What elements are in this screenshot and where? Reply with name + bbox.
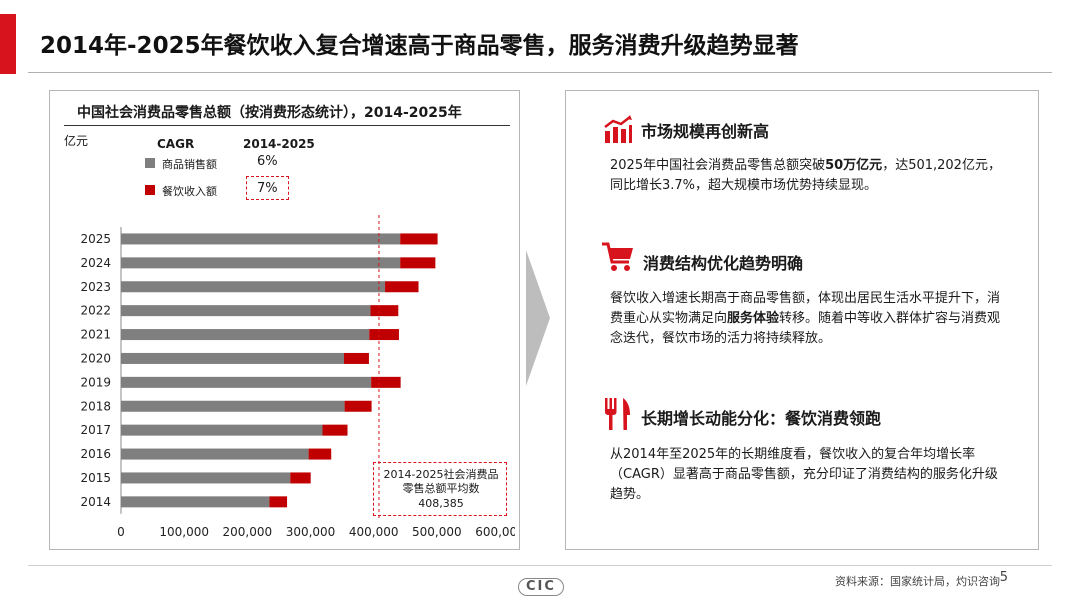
y-tick-label: 2021: [80, 328, 111, 342]
bar-catering: [400, 257, 436, 269]
section-body-consumption-structure: 餐饮收入增速长期高于商品零售额，体现出居民生活水平提升下，消费重心从实物满足向服…: [610, 291, 1001, 346]
title-divider: [28, 72, 1052, 73]
period-header: 2014-2025: [243, 137, 315, 151]
x-tick-label: 600,000: [475, 525, 515, 539]
bar-catering: [369, 329, 399, 341]
y-tick-label: 2016: [80, 447, 111, 461]
page-number: 5: [999, 570, 1008, 585]
shopping-cart-icon: [602, 242, 633, 271]
source-note: 资料来源：国家统计局，灼识咨询: [835, 575, 1000, 588]
section-title-market-scale: 市场规模再创新高: [641, 122, 770, 141]
y-tick-label: 2024: [80, 256, 111, 270]
section-title-consumption-structure: 消费结构优化趋势明确: [643, 254, 804, 273]
insights-panel: [565, 90, 1039, 550]
legend-swatch-goods: [145, 158, 155, 168]
bar-catering: [371, 376, 401, 388]
cagr-value-goods: 6%: [257, 154, 278, 169]
bar-goods: [121, 472, 291, 484]
bar-goods: [121, 257, 401, 269]
y-tick-label: 2019: [80, 375, 111, 389]
section-body-market-scale: 2025年中国社会消费品零售总额突破50万亿元，达501,202亿元，同比增长3…: [610, 158, 1001, 193]
page-title: 2014年-2025年餐饮收入复合增速高于商品零售，服务消费升级趋势显著: [40, 33, 799, 59]
y-tick-label: 2025: [80, 232, 111, 246]
bar-goods: [121, 448, 309, 460]
x-tick-label: 100,000: [159, 525, 209, 539]
bar-goods: [121, 305, 371, 317]
footer-divider: [28, 565, 1052, 566]
x-tick-label: 400,000: [349, 525, 399, 539]
section-body-long-term-growth: 从2014年至2025年的长期维度看，餐饮收入的复合年均增长率（CAGR）显著高…: [610, 447, 998, 502]
y-tick-label: 2018: [80, 399, 111, 413]
legend-label-goods: 商品销售额: [162, 158, 217, 171]
cagr-value-catering: 7%: [257, 181, 278, 196]
y-tick-label: 2017: [80, 423, 111, 437]
bar-catering: [344, 400, 372, 412]
bar-catering: [385, 281, 419, 293]
x-tick-label: 0: [117, 525, 125, 539]
title-accent-bar: [0, 14, 16, 74]
bar-goods: [121, 496, 270, 508]
cagr-header: CAGR: [157, 137, 195, 151]
bar-catering: [400, 233, 438, 245]
bar-catering: [370, 305, 399, 317]
y-tick-label: 2022: [80, 304, 111, 318]
chart-title-divider: [64, 125, 510, 126]
legend-swatch-catering: [145, 185, 155, 195]
y-tick-label: 2014: [80, 495, 111, 509]
section-title-long-term-growth: 长期增长动能分化：餐饮消费领跑: [641, 409, 882, 428]
bar-goods: [121, 376, 372, 388]
bar-catering: [290, 472, 311, 484]
average-annotation-value: 408,385: [418, 497, 464, 510]
x-tick-label: 200,000: [223, 525, 273, 539]
bar-catering: [322, 424, 348, 436]
bar-goods: [121, 400, 345, 412]
bar-catering: [308, 448, 332, 460]
rising-chart-icon: [604, 115, 632, 143]
bar-catering: [269, 496, 288, 508]
average-annotation-text: 2014-2025社会消费品零售总额平均数: [383, 468, 499, 495]
bar-catering: [343, 352, 369, 364]
cic-logo: CIC: [518, 578, 564, 596]
fork-knife-icon: [605, 398, 630, 430]
bar-goods: [121, 352, 344, 364]
chart-title: 中国社会消费品零售总额（按消费形态统计），2014-2025年: [77, 105, 462, 121]
bar-goods: [121, 424, 323, 436]
bar-goods: [121, 329, 370, 341]
bar-goods: [121, 281, 386, 293]
arrow-chevron-icon: [526, 250, 550, 386]
bar-goods: [121, 233, 401, 245]
legend-label-catering: 餐饮收入额: [162, 185, 217, 198]
chart-unit-label: 亿元: [64, 134, 89, 148]
cagr-highlight-box: [246, 176, 289, 200]
bar-chart: 2025 2024 2023 2022 2021 2020 2019 2018 2017 2016…: [80, 215, 515, 539]
y-tick-label: 2020: [80, 351, 111, 365]
average-annotation-box: [373, 462, 507, 516]
y-tick-label: 2023: [80, 280, 111, 294]
x-tick-label: 500,000: [412, 525, 462, 539]
x-tick-label: 300,000: [286, 525, 336, 539]
y-tick-label: 2015: [80, 471, 111, 485]
